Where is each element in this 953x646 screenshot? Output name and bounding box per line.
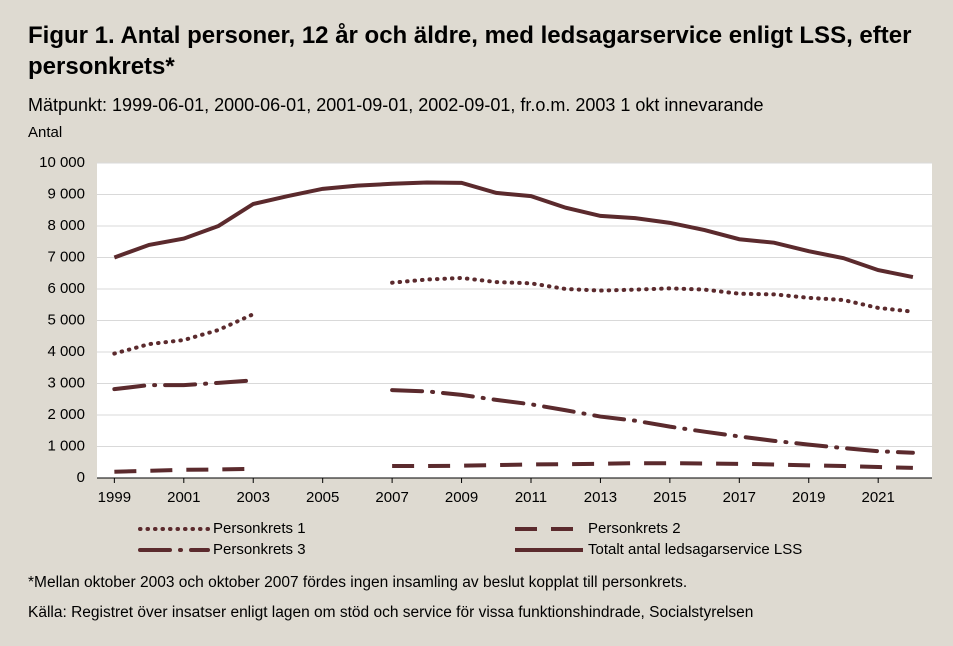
x-tick-label: 2017 <box>723 489 756 506</box>
x-tick-label: 2007 <box>375 489 408 506</box>
y-axis-label: Antal <box>28 124 63 141</box>
x-tick-label: 2001 <box>167 489 200 506</box>
y-tick-label: 8 000 <box>47 217 85 234</box>
series-line <box>112 312 256 356</box>
y-tick-label: 6 000 <box>47 280 85 297</box>
x-tick-label: 2003 <box>237 489 270 506</box>
x-tick-label: 2013 <box>584 489 617 506</box>
y-tick-label: 1 000 <box>47 437 85 454</box>
y-tick-label: 5 000 <box>47 311 85 328</box>
y-tick-label: 10 000 <box>39 154 85 171</box>
source: Källa: Registret över insatser enligt la… <box>28 604 754 621</box>
legend-label: Personkrets 1 <box>213 520 306 537</box>
x-tick-label: 2011 <box>515 489 547 506</box>
y-tick-label: 3 000 <box>47 374 85 391</box>
legend-label: Totalt antal ledsagarservice LSS <box>588 541 802 558</box>
series-line <box>390 388 915 455</box>
y-tick-label: 7 000 <box>47 248 85 265</box>
series-line <box>392 461 913 470</box>
x-tick-label: 2021 <box>861 489 894 506</box>
footnote: *Mellan oktober 2003 och oktober 2007 fö… <box>28 574 688 591</box>
y-tick-label: 2 000 <box>47 406 85 423</box>
x-tick-label: 1999 <box>98 489 131 506</box>
x-tick-label: 2019 <box>792 489 825 506</box>
x-tick-label: 2005 <box>306 489 339 506</box>
chart-title: Figur 1. Antal personer, 12 år och äldre… <box>28 22 912 80</box>
y-tick-label: 4 000 <box>47 343 85 360</box>
series-line <box>113 180 914 279</box>
series-line <box>112 378 256 392</box>
series-line <box>390 275 915 314</box>
y-tick-label: 0 <box>77 469 85 486</box>
legend-label: Personkrets 2 <box>588 520 681 537</box>
series-line <box>114 466 254 474</box>
x-tick-label: 2015 <box>653 489 686 506</box>
x-tick-label: 2009 <box>445 489 478 506</box>
y-tick-label: 9 000 <box>47 185 85 202</box>
chart-subtitle: Mätpunkt: 1999-06-01, 2000-06-01, 2001-0… <box>28 95 764 115</box>
legend-label: Personkrets 3 <box>213 541 306 558</box>
